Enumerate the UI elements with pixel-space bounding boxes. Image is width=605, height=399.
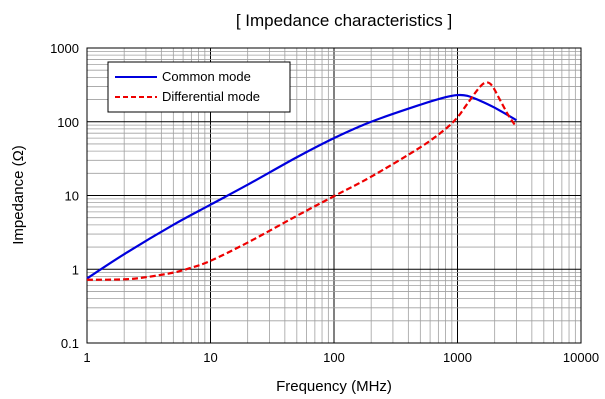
y-tick-label: 1: [72, 262, 79, 277]
series-layer: [86, 81, 518, 281]
x-axis-label: Frequency (MHz): [276, 378, 392, 395]
x-tick-label: 1000: [443, 350, 472, 365]
series-line-differential-mode: [86, 81, 518, 281]
tick-labels: 1 10 100 1000 10000 0.1 1 10 100 1000: [50, 41, 599, 365]
y-tick-label: 0.1: [61, 336, 79, 351]
legend-label-common-mode: Common mode: [162, 69, 251, 84]
x-tick-label: 1: [83, 350, 90, 365]
y-tick-label: 1000: [50, 41, 79, 56]
legend-label-differential-mode: Differential mode: [162, 89, 260, 104]
x-tick-label: 100: [323, 350, 345, 365]
x-tick-label: 10000: [563, 350, 599, 365]
plot-frame: [86, 47, 582, 344]
y-axis-label: Impedance (Ω): [10, 145, 27, 245]
legend-box: [107, 61, 291, 113]
series-line-common-mode: [86, 93, 517, 280]
y-tick-label: 100: [57, 115, 79, 130]
y-tick-label: 10: [65, 189, 79, 204]
x-tick-label: 10: [203, 350, 217, 365]
chart-title: [ Impedance characteristics ]: [236, 11, 452, 30]
legend: Common mode Differential mode: [107, 61, 291, 113]
